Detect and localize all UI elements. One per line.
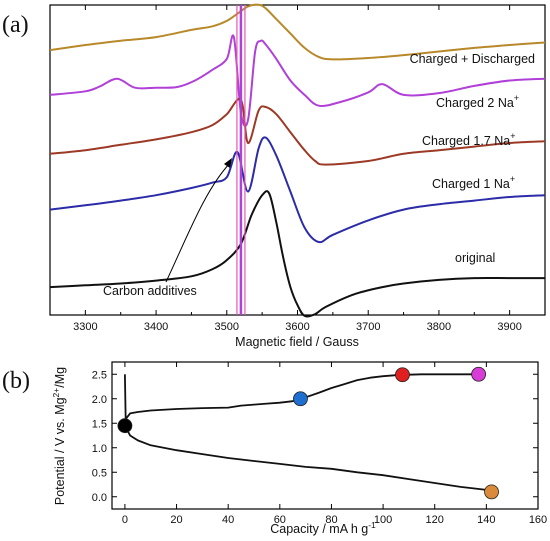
trace-label-charged-1na: Charged 1 Na+ <box>432 174 515 191</box>
panel-a: (a) 3300 3400 3500 3600 3700 3800 3900 Magneti… <box>2 3 546 349</box>
x-tick-label: 140 <box>477 514 495 526</box>
panel-b-frame <box>111 361 539 510</box>
panel-a-label: (a) <box>2 12 29 38</box>
x-tick-label: 20 <box>170 514 182 526</box>
series-line <box>49 97 546 166</box>
panel-b-y-axis-title: Potential / V vs. Mg2+/Mg <box>51 367 67 505</box>
y-tick-label: 1.5 <box>92 418 107 430</box>
y-tick-label: 2.0 <box>92 394 107 406</box>
x-tick-label: 120 <box>426 514 444 526</box>
x-tick-label: 0 <box>122 514 128 526</box>
y-tick-label: 2.5 <box>92 369 107 381</box>
panel-b-markers <box>117 366 499 500</box>
annotation-text: Carbon additives <box>103 284 197 298</box>
series-line <box>49 34 546 127</box>
x-tick-label: 3700 <box>356 321 380 333</box>
panel-b-ticks: 0 20 40 60 80 100 120 140 160 0.0 0.5 1.0 1.5 2.0 2.5 <box>92 362 547 526</box>
panel-b-x-axis-title: Capacity / mA h g-1 <box>270 520 376 536</box>
series-line <box>49 3 546 61</box>
x-tick-label: 3400 <box>144 321 168 333</box>
panel-b-series <box>124 373 492 493</box>
series-line <box>49 190 545 318</box>
series-line <box>49 136 546 244</box>
panel-a-x-axis-title: Magnetic field / Gauss <box>235 335 359 349</box>
x-tick-label: 40 <box>222 514 234 526</box>
panel-a-series <box>49 3 546 318</box>
panel-a-trace-labels: Charged + Discharged Charged 2 Na+ Charg… <box>410 52 535 265</box>
annotation-arrow-head <box>224 158 232 168</box>
series-line <box>124 373 479 426</box>
y-tick-label: 0.5 <box>92 467 107 479</box>
trace-label-charged-2na: Charged 2 Na+ <box>436 93 519 110</box>
y-tick-label: 0.0 <box>92 492 107 504</box>
state-marker <box>484 484 499 500</box>
series-line <box>124 374 492 493</box>
x-tick-label: 3600 <box>285 321 309 333</box>
panel-a-x-ticks: 3300 3400 3500 3600 3700 3800 3900 <box>49 5 546 333</box>
x-tick-label: 160 <box>529 514 547 526</box>
panel-b: (b) 0 20 40 60 80 100 120 140 160 0.0 0.5 1.0 1.5 2.0… <box>2 361 547 536</box>
x-tick-label: 3900 <box>497 321 521 333</box>
state-marker <box>117 418 133 434</box>
x-tick-label: 100 <box>374 514 392 526</box>
state-marker <box>395 367 410 383</box>
trace-label-charged-discharged: Charged + Discharged <box>410 52 535 66</box>
y-tick-label: 1.0 <box>92 443 107 455</box>
state-marker <box>471 366 487 382</box>
x-tick-label: 80 <box>325 514 337 526</box>
x-tick-label: 3300 <box>73 321 97 333</box>
annotation-arrow-line <box>165 162 231 283</box>
state-marker <box>293 391 308 407</box>
carbon-additives-annotation: Carbon additives <box>103 158 232 298</box>
trace-label-original: original <box>455 251 495 265</box>
panel-b-label: (b) <box>2 368 30 394</box>
x-tick-label: 60 <box>274 514 286 526</box>
x-tick-label: 3800 <box>427 321 451 333</box>
x-tick-label: 3500 <box>215 321 239 333</box>
trace-label-charged-1-7na: Charged 1.7 Na+ <box>422 131 516 148</box>
